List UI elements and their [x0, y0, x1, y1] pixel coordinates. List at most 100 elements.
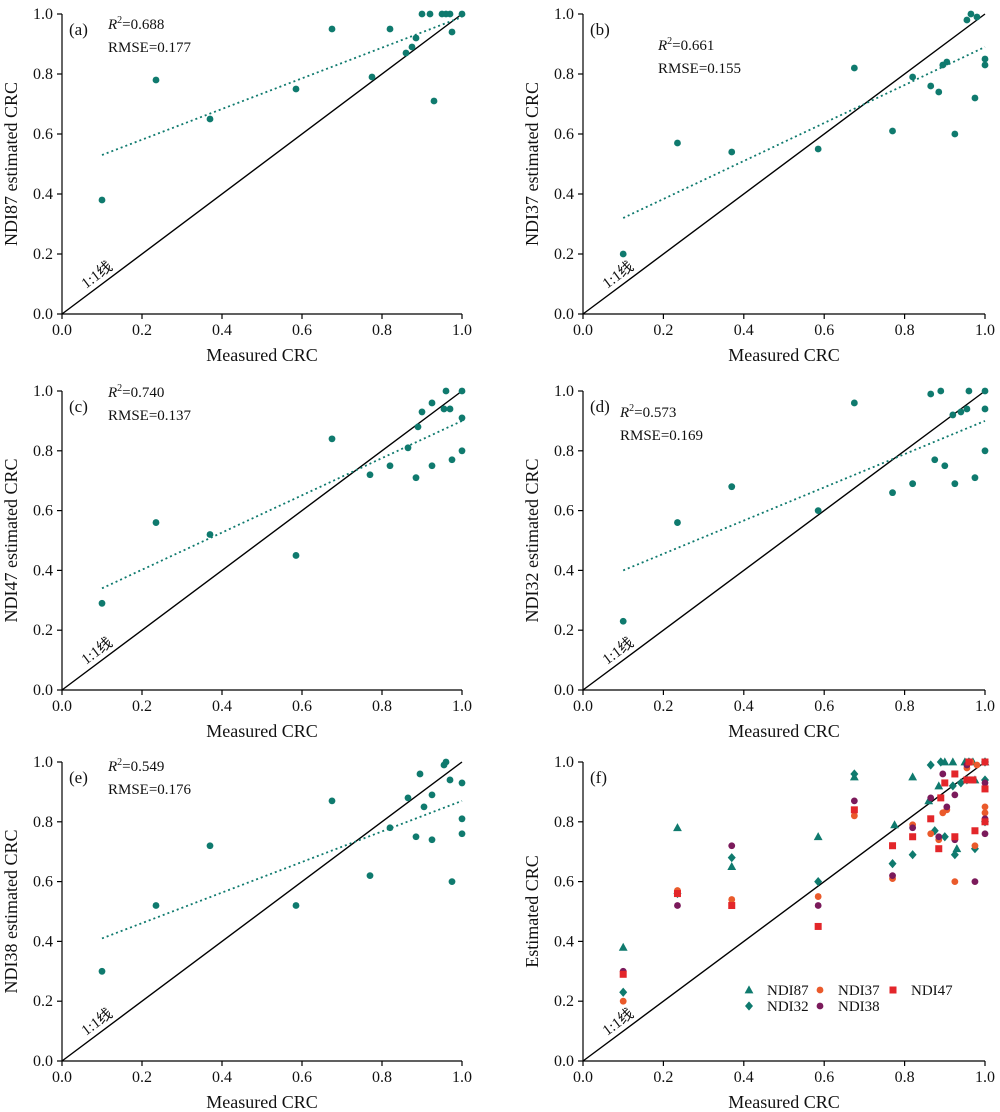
y-tick-label: 0.6	[33, 874, 53, 891]
data-point-ndi47	[951, 770, 959, 778]
data-point-ndi87	[890, 820, 899, 829]
data-point	[386, 824, 394, 832]
data-point-ndi87	[727, 862, 737, 871]
data-point	[206, 531, 214, 538]
data-point-ndi38	[850, 797, 858, 805]
data-point	[428, 399, 436, 407]
data-point-ndi38	[814, 902, 822, 909]
fit-line	[622, 46, 986, 219]
data-point-ndi87	[948, 757, 958, 766]
y-tick-label: 0.2	[33, 622, 53, 639]
data-point	[973, 13, 981, 21]
data-point-ndi47	[935, 845, 943, 853]
data-point	[152, 902, 160, 909]
data-point	[440, 405, 448, 413]
y-tick-label: 0.6	[33, 126, 53, 143]
x-tick-label: 0.4	[734, 322, 754, 339]
data-point-ndi37	[971, 842, 979, 850]
data-point	[814, 145, 822, 153]
data-point	[404, 444, 412, 452]
y-tick-label: 1.0	[33, 383, 53, 400]
chart-panel-e: 0.0 0.2 0.4 0.6 0.8 1.0 0.0 0.2 0.4 0.6 0.8 1.0 Meas…	[1, 754, 472, 1112]
x-tick-label: 1.0	[452, 698, 472, 715]
data-point	[850, 399, 858, 407]
data-point	[937, 387, 945, 395]
data-point	[458, 815, 466, 823]
x-tick-label: 1.0	[975, 1069, 995, 1086]
data-point	[949, 411, 957, 419]
data-point	[366, 471, 374, 479]
data-point	[935, 88, 943, 96]
y-tick-label: 1.0	[554, 754, 574, 771]
data-point	[292, 85, 300, 93]
data-point	[152, 519, 160, 526]
data-point	[442, 758, 450, 766]
data-point-ndi32	[888, 859, 897, 869]
data-point	[448, 28, 456, 36]
data-point-ndi38	[728, 842, 736, 850]
x-axis-title: Measured CRC	[206, 1092, 318, 1112]
data-point	[458, 830, 466, 838]
data-point-ndi38	[951, 791, 959, 799]
data-point-ndi87	[673, 823, 682, 832]
data-point-ndi37	[814, 893, 822, 900]
x-axis-title: Measured CRC	[206, 721, 318, 741]
data-point-ndi32	[948, 781, 957, 791]
legend-label-ndi32: NDI32	[767, 999, 809, 1015]
data-point	[458, 414, 466, 422]
data-point	[414, 423, 422, 431]
fit-line	[622, 420, 986, 572]
data-point	[368, 73, 376, 81]
data-point-ndi47	[619, 970, 627, 978]
data-point-ndi87	[952, 844, 962, 853]
data-point-ndi47	[889, 842, 897, 850]
data-point-ndi47	[971, 827, 979, 835]
data-point-ndi32	[814, 877, 823, 887]
data-point	[386, 25, 394, 33]
y-tick-label: 0.0	[33, 1053, 53, 1070]
x-tick-label: 0.6	[292, 698, 312, 715]
data-point-ndi47	[963, 776, 971, 784]
data-point-ndi32	[956, 778, 965, 788]
y-tick-label: 1.0	[33, 6, 53, 23]
data-point-ndi47	[981, 818, 989, 826]
data-point	[448, 456, 456, 464]
identity-line	[61, 390, 463, 691]
data-point	[428, 791, 436, 799]
y-tick-label: 0.6	[554, 126, 574, 143]
x-tick-label: 0.0	[573, 1069, 593, 1086]
data-point	[428, 462, 436, 470]
y-tick-label: 0.6	[33, 503, 53, 520]
x-tick-label: 0.8	[895, 698, 915, 715]
fit-line	[101, 16, 463, 156]
y-tick-label: 0.8	[33, 814, 53, 831]
data-point	[971, 94, 979, 102]
rmse-label: RMSE=0.155	[658, 61, 741, 77]
data-point	[98, 599, 106, 607]
data-point	[909, 480, 917, 488]
data-point-ndi32	[936, 757, 945, 767]
identity-line	[582, 390, 986, 691]
data-point	[418, 408, 426, 416]
data-point	[981, 387, 989, 395]
data-point	[416, 770, 424, 778]
data-point-ndi47	[981, 758, 989, 766]
data-point-ndi32	[926, 760, 935, 770]
data-point	[971, 474, 979, 482]
y-tick-label: 0.6	[554, 874, 574, 891]
legend-marker-ndi32	[745, 1001, 753, 1011]
data-point	[418, 10, 426, 18]
data-point	[850, 64, 858, 72]
data-point-ndi87	[618, 942, 628, 951]
data-point	[328, 25, 336, 33]
y-axis-title: NDI87 estimated CRC	[1, 82, 21, 246]
data-point	[428, 836, 436, 844]
panel-label: (b)	[590, 20, 610, 39]
data-point	[98, 196, 106, 204]
y-tick-label: 0.6	[554, 503, 574, 520]
x-tick-label: 0.8	[895, 322, 915, 339]
data-point	[967, 10, 975, 18]
data-point	[965, 387, 973, 395]
data-point	[889, 489, 896, 497]
data-point-ndi47	[728, 902, 736, 910]
